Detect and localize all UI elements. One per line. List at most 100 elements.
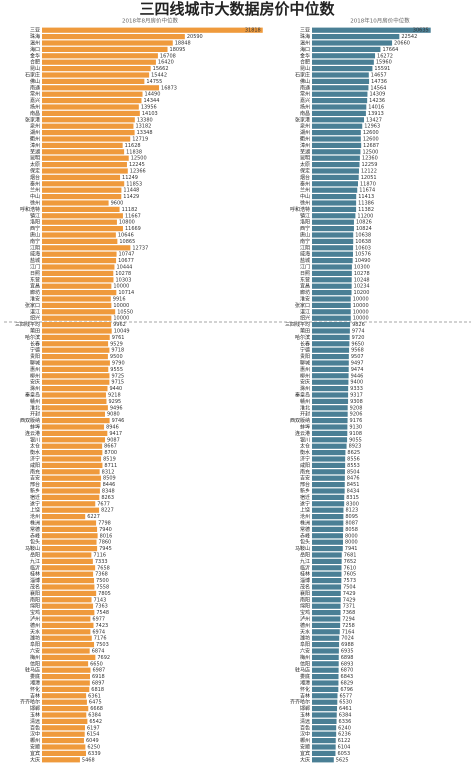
category-label: 宁德 [30,347,40,354]
value-label: 12245 [129,162,145,168]
category-label: 驻马店 [295,667,310,674]
bar [312,642,340,648]
category-label: 三亚 [300,28,310,34]
value-label: 10300 [354,265,370,271]
bar [312,136,361,142]
category-label: 天水 [300,628,310,635]
value-label: 6236 [338,732,351,738]
category-label: 信阳 [300,660,310,667]
value-label: 7941 [345,546,358,552]
bar [312,744,336,750]
value-label: 14755 [146,79,162,85]
category-label: 洛阳 [300,219,310,226]
category-label: 绵阳 [30,603,40,610]
bar [312,117,365,123]
bar [312,712,337,718]
bar [42,328,112,334]
value-label: 12500 [131,156,147,162]
bar [312,693,338,699]
value-label: 10000 [353,316,369,322]
category-label: 湛江 [30,308,40,315]
category-label: 长春 [300,340,310,347]
bar [312,706,338,712]
bar [312,578,342,584]
value-label: 13182 [135,124,151,130]
bar [312,482,345,488]
category-label: 昆山 [300,65,310,72]
value-label: 6053 [337,751,350,757]
category-label: 马鞍山 [295,545,310,552]
category-label: 金华 [300,52,310,59]
category-label: 汉中 [300,731,310,738]
bar [312,738,336,744]
bar [312,494,345,500]
value-label: 7429 [343,597,356,603]
value-label: 10824 [356,226,372,232]
bar [312,270,352,276]
bar [312,341,350,347]
value-label: 11182 [122,207,138,213]
bar [42,130,135,136]
bar [312,590,341,596]
bar [42,283,112,289]
category-label: 常德 [30,526,40,533]
category-label: 南昌 [300,110,310,117]
bar [42,194,122,200]
bar [42,379,110,385]
category-label: 张家港 [295,116,310,123]
category-label: 宜昌 [300,283,310,290]
bar [42,699,87,705]
bar [312,46,381,52]
category-label: 淮安 [300,296,310,303]
category-label: 秦皇岛 [25,392,40,399]
value-label: 10000 [113,303,129,309]
value-label: 8016 [100,533,113,539]
value-label: 15662 [153,66,169,72]
bar [312,507,344,513]
bar [42,155,129,161]
category-label: 盐城 [300,257,310,264]
bar [42,693,87,699]
category-label: 金华 [30,52,40,59]
bar [312,526,344,532]
page-title: 三四线城市大数据房价中位数 [139,0,335,18]
category-label: 邯郸 [30,705,40,712]
category-label: 聊城 [300,360,310,367]
category-label: 保定 [30,168,40,175]
category-label: 泉州 [300,123,310,130]
value-label: 15591 [374,66,390,72]
value-label: 5625 [336,757,349,763]
category-label: 上饶 [30,507,40,514]
bar [312,757,334,763]
value-label: 6577 [339,693,352,699]
value-label: 6384 [339,713,352,719]
category-label: 昆山 [30,65,40,72]
value-label: 8711 [104,463,117,469]
bar [312,616,341,622]
category-label: 漳州 [30,142,40,149]
value-label: 6530 [339,700,352,706]
category-label: 西宁 [30,225,40,232]
value-label: 6829 [340,681,353,687]
value-label: 10303 [115,277,131,283]
bar [312,251,353,257]
category-label: 岳阳 [30,552,40,559]
category-label: 赤峰 [300,532,310,539]
bar [42,174,121,180]
value-label: 7503 [96,642,109,648]
bar [42,206,120,212]
bar [312,85,369,91]
category-label: 泸州 [300,616,310,623]
bar [42,373,110,379]
category-label: 怀化 [300,686,310,693]
category-label: 信阳 [30,660,40,667]
bar [312,66,373,72]
bar [42,597,92,603]
value-label: 10278 [354,271,370,277]
bar [312,392,349,398]
category-label: 宜宾 [30,750,40,757]
category-label: 湘潭 [30,680,40,687]
bar [312,347,350,353]
value-label: 8923 [349,444,362,450]
bar [42,309,116,315]
